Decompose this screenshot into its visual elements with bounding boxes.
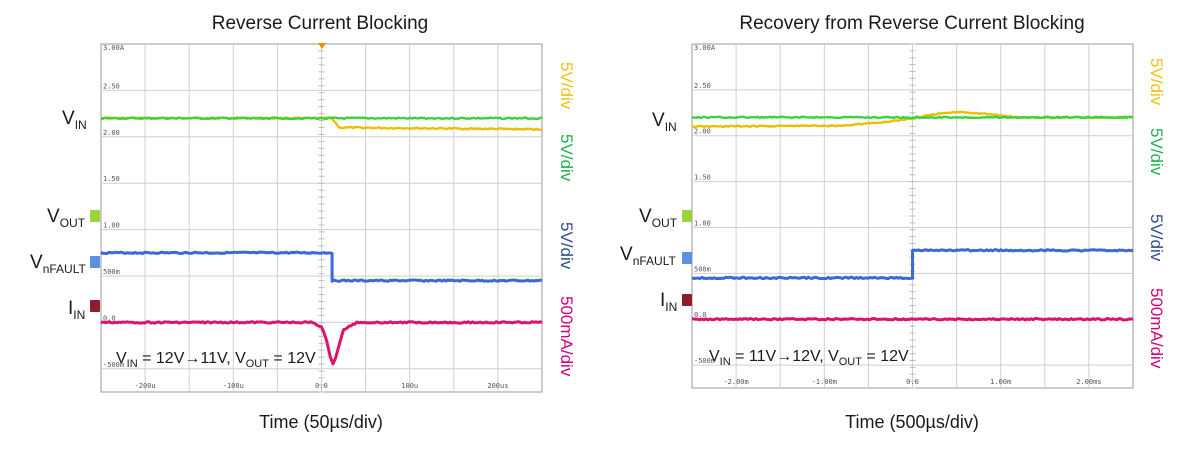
scale-label-magenta: 500mA/div	[1147, 288, 1166, 369]
channel-marker-icon	[90, 300, 100, 312]
y-tick-label: 1.50	[103, 175, 120, 183]
y-tick-label: 1.00	[694, 219, 711, 227]
y-tick-label: 2.50	[103, 82, 120, 90]
y-tick-label: 2.00	[694, 128, 711, 136]
x-tick-label: -200u	[135, 382, 156, 390]
y-tick-label: -500m	[694, 357, 715, 365]
scale-label-magenta: 500mA/div	[557, 296, 576, 377]
signal-label-vin: VIN	[652, 110, 677, 134]
trace-blue	[691, 248, 1134, 281]
y-tick-label: 500m	[694, 265, 711, 273]
scale-label-green: 5V/div	[557, 134, 576, 182]
trace-magenta	[691, 317, 1134, 322]
y-tick-label: 3.00A	[694, 44, 716, 52]
x-tick-label: 0.0	[906, 378, 919, 386]
scale-label-green: 5V/div	[1147, 128, 1166, 176]
x-axis-label: Time (50µs/div)	[259, 412, 383, 432]
channel-marker-icon	[682, 210, 692, 222]
scale-label-blue: 5V/div	[1147, 214, 1166, 262]
signal-label-iin: IIN	[660, 290, 678, 314]
chart-panel-reverse-blocking: Reverse Current Blocking 3.00A 2.50 2.00 1.…	[0, 0, 590, 452]
trace-green	[100, 116, 543, 121]
signal-label-vin: VIN	[62, 108, 87, 132]
signal-label-vnfault: VnFAULT	[620, 244, 676, 268]
y-tick-label: 0.0	[103, 314, 116, 322]
x-tick-label: -1.00m	[812, 378, 837, 386]
scale-label-blue: 5V/div	[557, 222, 576, 270]
x-tick-label: 0.0	[315, 382, 328, 390]
channel-marker-icon	[682, 294, 692, 306]
signal-label-vout: VOUT	[47, 206, 86, 230]
scale-label-yellow: 5V/div	[557, 62, 576, 110]
y-tick-label: 2.00	[103, 129, 120, 137]
y-tick-label: 1.50	[694, 174, 711, 182]
y-tick-label: 500m	[103, 268, 120, 276]
signal-label-vnfault: VnFAULT	[30, 252, 86, 276]
trace-green	[691, 115, 1134, 120]
x-axis-label: Time (500µs/div)	[845, 412, 979, 432]
x-tick-label: 1.00m	[990, 378, 1011, 386]
x-tick-label: 100u	[401, 382, 418, 390]
y-tick-label: -500m	[103, 361, 124, 369]
chart-panel-recovery: Recovery from Reverse Current Blocking 3…	[592, 0, 1182, 452]
trigger-marker-icon	[318, 43, 326, 49]
oscilloscope-plot: 3.00A 2.50 2.00 1.50 1.00 500m 0.0 -500m -200u -1…	[90, 43, 543, 393]
channel-marker-icon	[90, 256, 100, 268]
signal-label-iin: IIN	[68, 298, 86, 322]
trace-magenta	[100, 320, 543, 366]
chart-title: Recovery from Reverse Current Blocking	[739, 13, 1085, 34]
x-tick-label: 2.00ms	[1076, 378, 1101, 386]
test-condition: VIN = 12V→11V, VOUT = 12V	[116, 350, 316, 370]
y-tick-label: 2.50	[694, 82, 711, 90]
x-tick-label: -2.00m	[723, 378, 748, 386]
trace-blue	[100, 250, 543, 283]
channel-marker-icon	[682, 252, 692, 264]
y-tick-label: 3.00A	[103, 44, 125, 52]
x-tick-label: -100u	[223, 382, 244, 390]
y-tick-label: 0.0	[694, 311, 707, 319]
signal-label-vout: VOUT	[639, 206, 678, 230]
scale-label-yellow: 5V/div	[1147, 58, 1166, 106]
x-tick-label: 200us	[487, 382, 508, 390]
chart-title: Reverse Current Blocking	[211, 13, 429, 34]
oscilloscope-plot: 3.00A 2.50 2.00 1.50 1.00 500m 0.0 -500m -2.00m -…	[682, 43, 1134, 389]
test-condition: VIN = 11V→12V, VOUT = 12V	[709, 348, 909, 368]
channel-marker-icon	[90, 210, 100, 222]
y-tick-label: 1.00	[103, 222, 120, 230]
